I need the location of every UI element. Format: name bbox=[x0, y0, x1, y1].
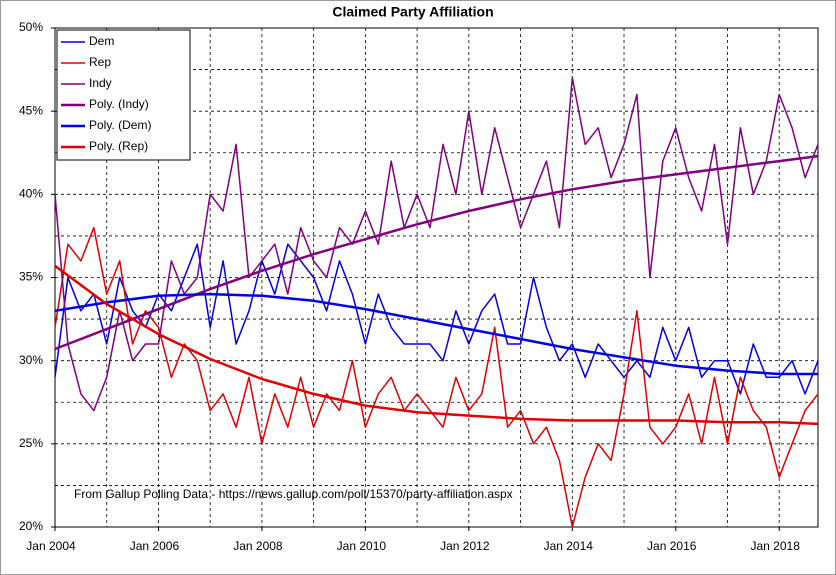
legend-label: Dem bbox=[89, 34, 114, 48]
x-tick-label: Jan 2004 bbox=[26, 539, 76, 553]
annotation: From Gallup Polling Data - https://news.… bbox=[74, 487, 513, 501]
series-line bbox=[54, 243, 819, 395]
legend-label: Poly. (Indy) bbox=[89, 97, 149, 111]
x-tick-label: Jan 2016 bbox=[647, 539, 697, 553]
chart-title: Claimed Party Affiliation bbox=[332, 4, 493, 20]
series-line bbox=[54, 292, 818, 376]
plot-border bbox=[54, 27, 819, 528]
legend-label: Indy bbox=[89, 76, 112, 90]
y-tick-label: 30% bbox=[19, 353, 43, 367]
x-tick-label: Jan 2012 bbox=[440, 539, 490, 553]
x-tick-label: Jan 2010 bbox=[337, 539, 387, 553]
x-tick-label: Jan 2018 bbox=[751, 539, 801, 553]
x-tick-label: Jan 2014 bbox=[544, 539, 594, 553]
series-line bbox=[54, 77, 819, 412]
series-line bbox=[54, 226, 819, 528]
legend-label: Poly. (Dem) bbox=[89, 118, 151, 132]
series-line bbox=[54, 264, 819, 426]
y-tick-label: 45% bbox=[19, 103, 43, 117]
legend-label: Poly. (Rep) bbox=[89, 139, 148, 153]
legend-box bbox=[56, 29, 191, 161]
y-tick-label: 50% bbox=[19, 20, 43, 34]
series-line bbox=[54, 154, 819, 351]
legend-label: Rep bbox=[89, 55, 111, 69]
x-tick-label: Jan 2006 bbox=[130, 539, 180, 553]
y-tick-label: 35% bbox=[19, 270, 43, 284]
y-tick-label: 20% bbox=[19, 519, 43, 533]
y-tick-label: 40% bbox=[19, 187, 43, 201]
y-tick-label: 25% bbox=[19, 436, 43, 450]
x-tick-label: Jan 2008 bbox=[233, 539, 283, 553]
